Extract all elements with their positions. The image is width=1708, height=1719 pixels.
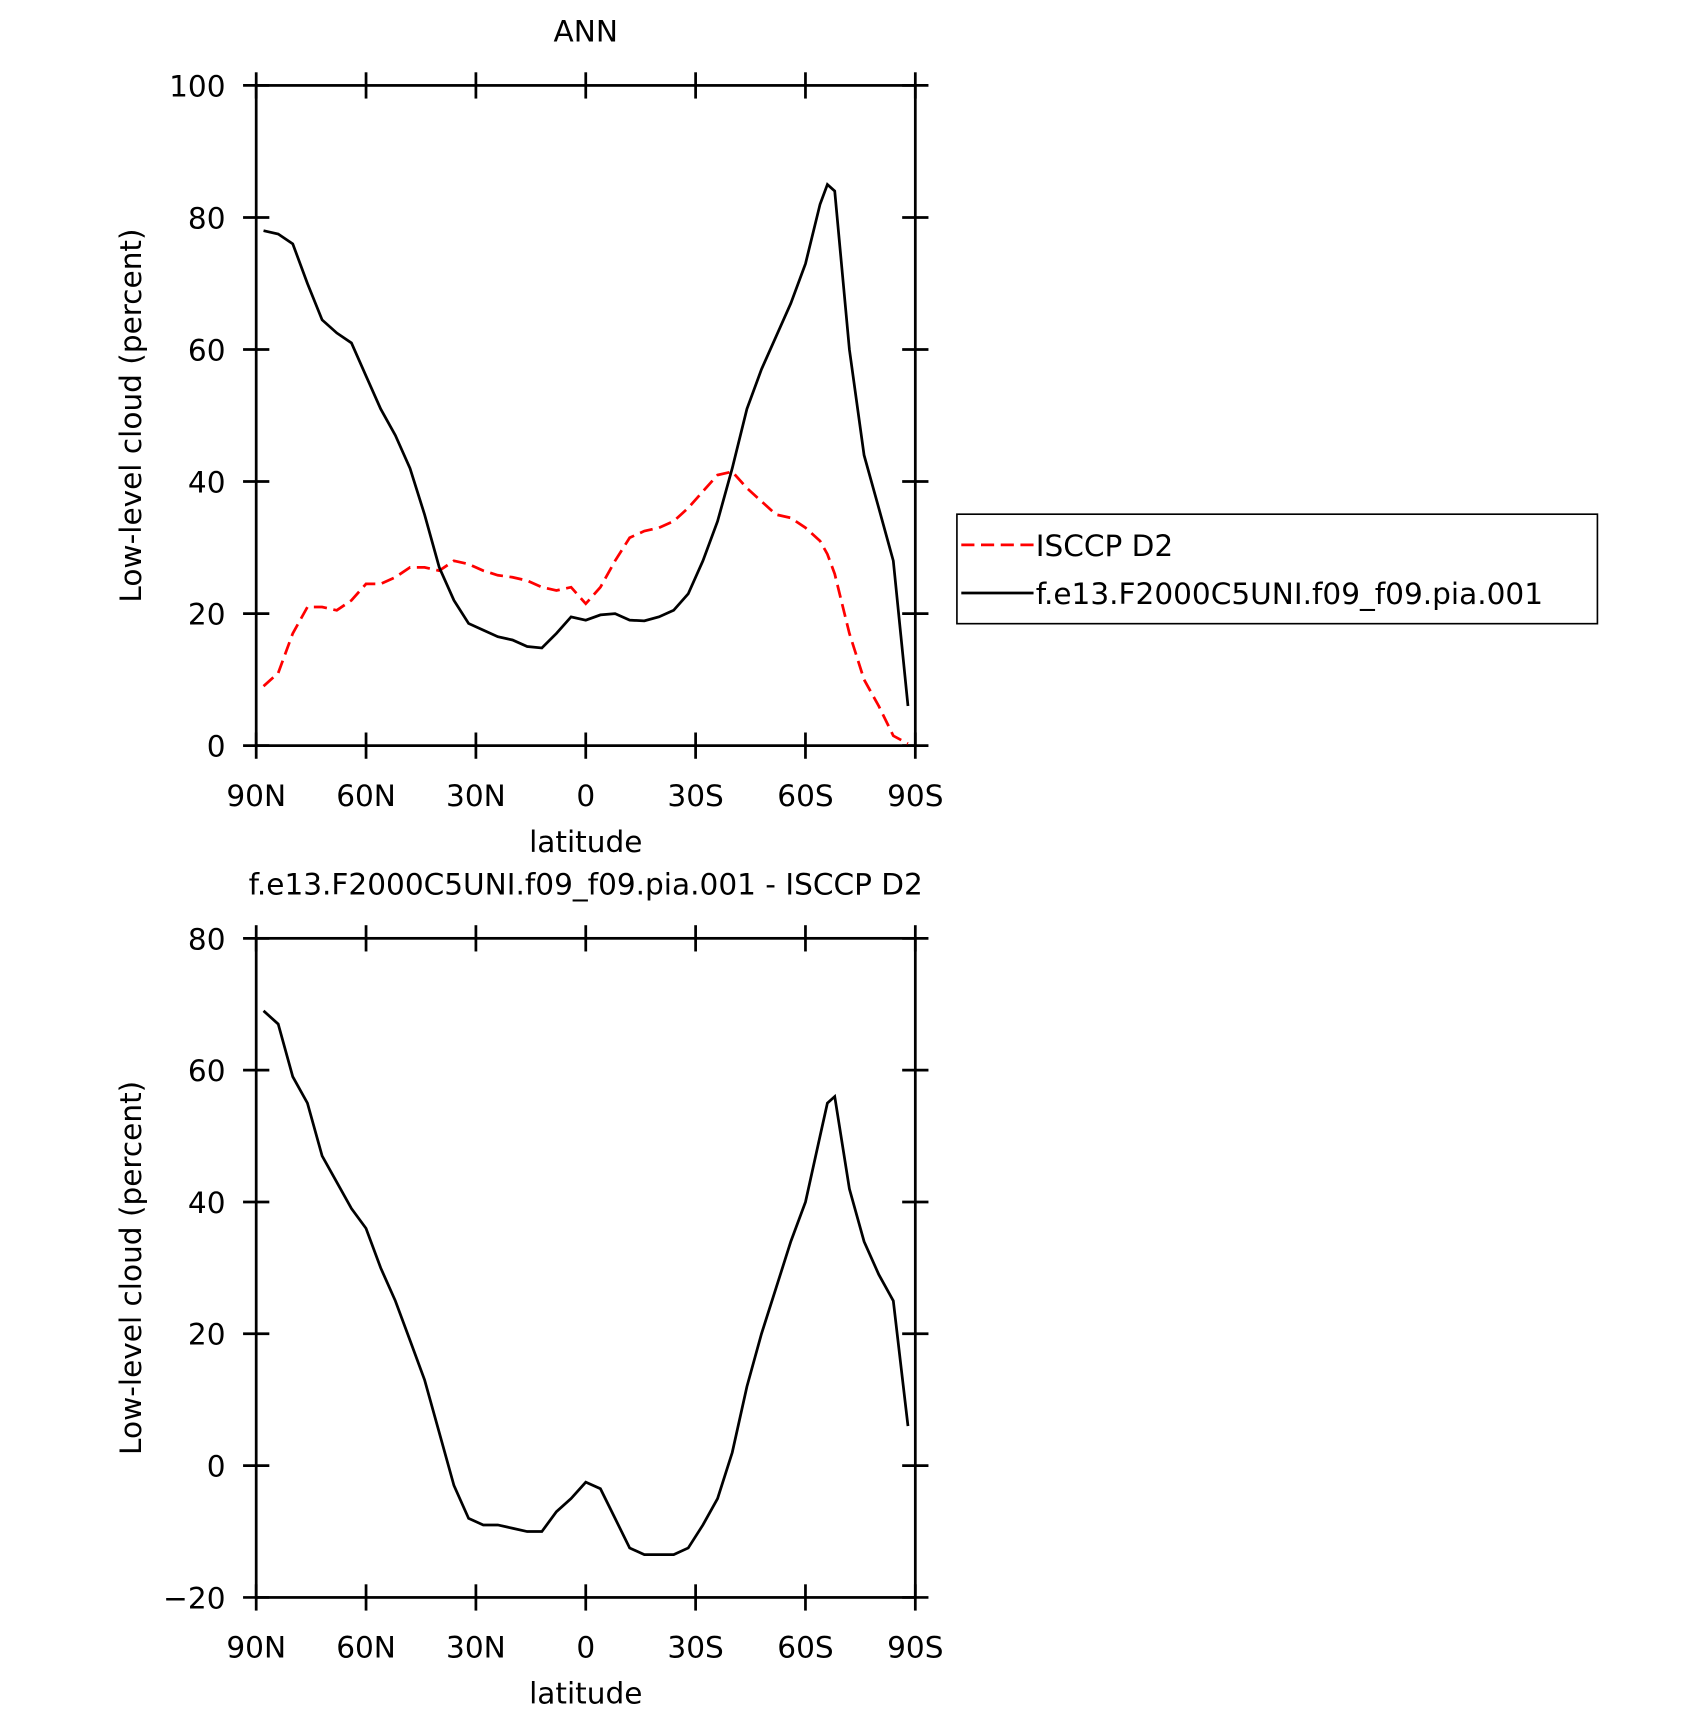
x-tick-label: 0 (576, 779, 595, 813)
legend-label: f.e13.F2000C5UNI.f09_f09.pia.001 (1036, 577, 1543, 611)
x-tick-label: 30N (446, 779, 506, 813)
chart-title: ANN (554, 15, 618, 49)
y-tick-label: 40 (188, 465, 226, 499)
y-tick-label: 0 (207, 1450, 226, 1484)
x-tick-label: 60S (777, 779, 833, 813)
y-axis-label: Low-level cloud (percent) (114, 1081, 148, 1455)
x-tick-label: 90S (887, 779, 943, 813)
x-tick-label: 30S (667, 779, 723, 813)
y-tick-label: 100 (169, 69, 225, 103)
chart-title: f.e13.F2000C5UNI.f09_f09.pia.001 - ISCCP… (249, 868, 923, 902)
data-line (262, 1009, 910, 1557)
x-tick-label: 90N (226, 1631, 286, 1665)
x-axis-label: latitude (529, 825, 642, 859)
x-tick-label: 90S (887, 1631, 943, 1665)
y-tick-label: 20 (188, 1318, 226, 1352)
x-tick-label: 30N (446, 1631, 506, 1665)
y-tick-label: 60 (188, 1054, 226, 1088)
y-tick-label: 40 (188, 1186, 226, 1220)
x-axis-label: latitude (529, 1677, 642, 1711)
x-tick-label: 0 (576, 1631, 595, 1665)
y-tick-label: 80 (188, 201, 226, 235)
x-tick-label: 60N (336, 1631, 396, 1665)
y-tick-label: 80 (188, 922, 226, 956)
x-tick-label: 30S (667, 1631, 723, 1665)
x-tick-label: 60S (777, 1631, 833, 1665)
y-tick-label: −20 (163, 1581, 225, 1615)
x-tick-label: 90N (226, 779, 286, 813)
y-tick-label: 0 (207, 730, 226, 764)
y-tick-label: 20 (188, 598, 226, 632)
data-line (263, 182, 910, 707)
legend-label: ISCCP D2 (1036, 529, 1174, 563)
legend-box (956, 513, 1599, 625)
y-tick-label: 60 (188, 333, 226, 367)
data-line (262, 470, 909, 745)
x-tick-label: 60N (336, 779, 396, 813)
y-axis-label: Low-level cloud (percent) (114, 228, 148, 602)
